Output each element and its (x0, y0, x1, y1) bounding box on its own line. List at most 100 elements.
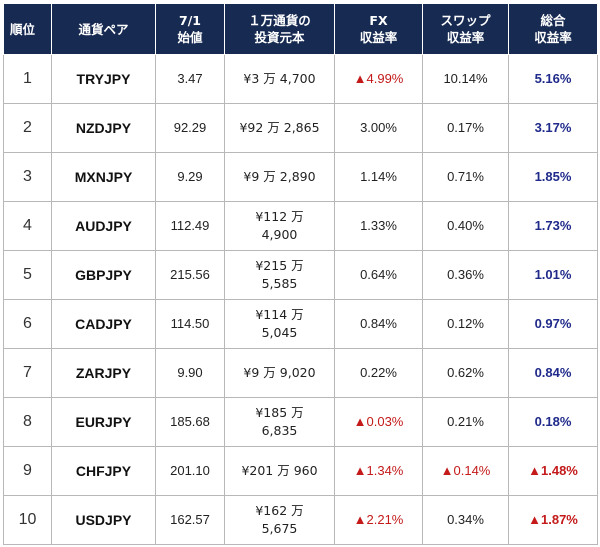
header-fx-return: FX 収益率 (334, 3, 423, 55)
pair-cell: EURJPY (51, 397, 156, 447)
principal-line1: ¥215 万 (255, 258, 304, 273)
start-price-cell: 92.29 (155, 103, 225, 153)
table-row: 9 CHFJPY 201.10 ¥201 万 960 ▲1.34% ▲0.14% ▲1.48… (3, 446, 598, 496)
rank-cell: 10 (3, 495, 52, 545)
pair-cell: TRYJPY (51, 54, 156, 104)
swap-return-cell: 0.12% (422, 299, 509, 349)
currency-returns-table: 順位 通貨ペア 7/1 始値 １万通貨の 投資元本 FX 収益率 スワップ 収益率 総合… (3, 3, 598, 545)
table-row: 8 EURJPY 185.68 ¥185 万 6,835 ▲0.03% 0.21% 0.18% (3, 397, 598, 447)
rank-cell: 2 (3, 103, 52, 153)
table-row: 10 USDJPY 162.57 ¥162 万 5,675 ▲2.21% 0.34% ▲1.8… (3, 495, 598, 545)
table-row: 6 CADJPY 114.50 ¥114 万 5,045 0.84% 0.12% 0.97% (3, 299, 598, 349)
principal-line1: ¥114 万 (255, 307, 304, 322)
start-price-cell: 9.29 (155, 152, 225, 202)
swap-return-cell: 0.34% (422, 495, 509, 545)
start-price-cell: 162.57 (155, 495, 225, 545)
table-row: 7 ZARJPY 9.90 ¥9 万 9,020 0.22% 0.62% 0.84% (3, 348, 598, 398)
rank-cell: 3 (3, 152, 52, 202)
pair-cell: CADJPY (51, 299, 156, 349)
fx-return-cell: 3.00% (334, 103, 423, 153)
total-return-cell: 1.73% (508, 201, 598, 251)
fx-return-cell: 0.64% (334, 250, 423, 300)
principal-line2: 5,045 (261, 325, 298, 340)
total-return-cell: 3.17% (508, 103, 598, 153)
principal-line2: 5,675 (261, 521, 298, 536)
total-return-cell: 0.84% (508, 348, 598, 398)
rank-cell: 9 (3, 446, 52, 496)
total-return-cell: 1.85% (508, 152, 598, 202)
swap-return-cell: 0.17% (422, 103, 509, 153)
principal-line1: ¥9 万 2,890 (243, 169, 316, 184)
returns-table-container: 順位 通貨ペア 7/1 始値 １万通貨の 投資元本 FX 収益率 スワップ 収益率 総合… (3, 3, 598, 545)
principal-cell: ¥9 万 9,020 (224, 348, 335, 398)
rank-cell: 6 (3, 299, 52, 349)
principal-line1: ¥112 万 (255, 209, 304, 224)
table-row: 1 TRYJPY 3.47 ¥3 万 4,700 ▲4.99% 10.14% 5.16% (3, 54, 598, 104)
table-row: 2 NZDJPY 92.29 ¥92 万 2,865 3.00% 0.17% 3.17% (3, 103, 598, 153)
total-return-cell: 1.01% (508, 250, 598, 300)
principal-line1: ¥185 万 (255, 405, 304, 420)
start-price-cell: 9.90 (155, 348, 225, 398)
table-row: 4 AUDJPY 112.49 ¥112 万 4,900 1.33% 0.40% 1.73% (3, 201, 598, 251)
principal-cell: ¥162 万 5,675 (224, 495, 335, 545)
swap-return-cell: 10.14% (422, 54, 509, 104)
table-row: 3 MXNJPY 9.29 ¥9 万 2,890 1.14% 0.71% 1.85% (3, 152, 598, 202)
pair-cell: NZDJPY (51, 103, 156, 153)
start-price-cell: 3.47 (155, 54, 225, 104)
total-return-cell: 5.16% (508, 54, 598, 104)
start-price-cell: 112.49 (155, 201, 225, 251)
rank-cell: 8 (3, 397, 52, 447)
start-price-cell: 185.68 (155, 397, 225, 447)
fx-return-cell: 1.14% (334, 152, 423, 202)
swap-return-cell: 0.62% (422, 348, 509, 398)
total-return-cell: ▲1.87% (508, 495, 598, 545)
start-price-cell: 201.10 (155, 446, 225, 496)
swap-return-cell: 0.71% (422, 152, 509, 202)
pair-cell: ZARJPY (51, 348, 156, 398)
header-row: 順位 通貨ペア 7/1 始値 １万通貨の 投資元本 FX 収益率 スワップ 収益率 総合… (3, 3, 598, 55)
principal-cell: ¥9 万 2,890 (224, 152, 335, 202)
total-return-cell: ▲1.48% (508, 446, 598, 496)
pair-cell: USDJPY (51, 495, 156, 545)
swap-return-cell: ▲0.14% (422, 446, 509, 496)
header-total-return: 総合 収益率 (508, 3, 598, 55)
principal-cell: ¥185 万 6,835 (224, 397, 335, 447)
principal-cell: ¥112 万 4,900 (224, 201, 335, 251)
fx-return-cell: 0.84% (334, 299, 423, 349)
table-row: 5 GBPJPY 215.56 ¥215 万 5,585 0.64% 0.36% 1.01% (3, 250, 598, 300)
principal-cell: ¥215 万 5,585 (224, 250, 335, 300)
total-return-cell: 0.18% (508, 397, 598, 447)
table-body: 1 TRYJPY 3.47 ¥3 万 4,700 ▲4.99% 10.14% 5.16% 2 N… (3, 54, 598, 545)
pair-cell: AUDJPY (51, 201, 156, 251)
start-price-cell: 114.50 (155, 299, 225, 349)
principal-line1: ¥9 万 9,020 (243, 365, 316, 380)
principal-line2: 6,835 (261, 423, 298, 438)
principal-line1: ¥201 万 960 (241, 463, 318, 478)
principal-line1: ¥92 万 2,865 (239, 120, 320, 135)
start-price-cell: 215.56 (155, 250, 225, 300)
principal-cell: ¥92 万 2,865 (224, 103, 335, 153)
principal-cell: ¥3 万 4,700 (224, 54, 335, 104)
fx-return-cell: 1.33% (334, 201, 423, 251)
swap-return-cell: 0.36% (422, 250, 509, 300)
header-pair: 通貨ペア (51, 3, 156, 55)
swap-return-cell: 0.21% (422, 397, 509, 447)
pair-cell: GBPJPY (51, 250, 156, 300)
header-rank: 順位 (3, 3, 52, 55)
pair-cell: MXNJPY (51, 152, 156, 202)
pair-cell: CHFJPY (51, 446, 156, 496)
rank-cell: 7 (3, 348, 52, 398)
principal-line1: ¥3 万 4,700 (243, 71, 316, 86)
principal-cell: ¥114 万 5,045 (224, 299, 335, 349)
principal-cell: ¥201 万 960 (224, 446, 335, 496)
rank-cell: 1 (3, 54, 52, 104)
header-start-price: 7/1 始値 (155, 3, 225, 55)
principal-line2: 4,900 (261, 227, 298, 242)
fx-return-cell: ▲1.34% (334, 446, 423, 496)
fx-return-cell: 0.22% (334, 348, 423, 398)
total-return-cell: 0.97% (508, 299, 598, 349)
header-principal: １万通貨の 投資元本 (224, 3, 335, 55)
fx-return-cell: ▲2.21% (334, 495, 423, 545)
principal-line2: 5,585 (261, 276, 298, 291)
header-swap-return: スワップ 収益率 (422, 3, 509, 55)
